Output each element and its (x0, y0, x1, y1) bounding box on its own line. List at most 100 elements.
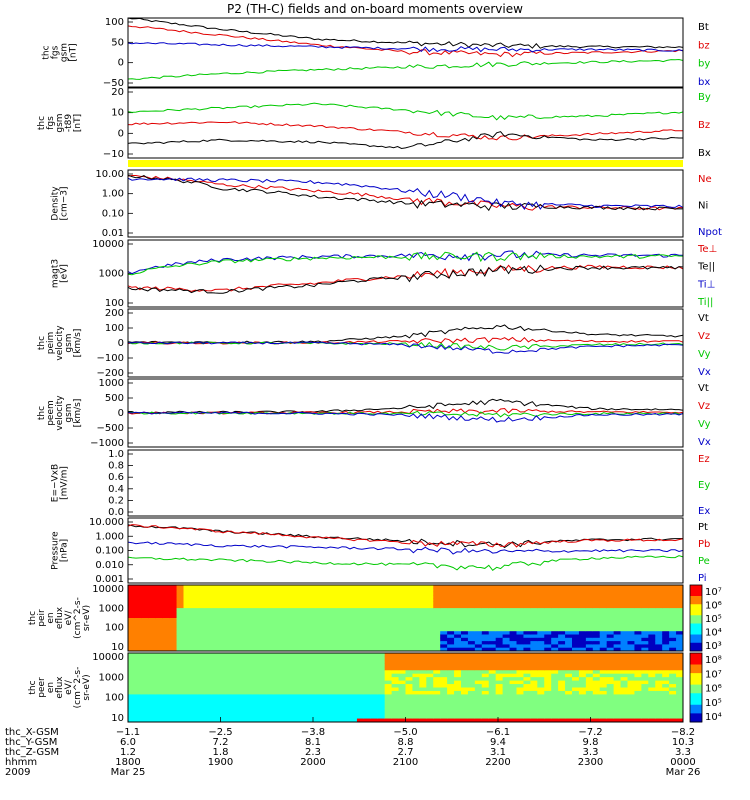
heatmap-cell (502, 718, 511, 723)
heatmap-cell (537, 687, 545, 692)
heatmap-cell (391, 604, 400, 609)
heatmap-cell (363, 701, 372, 706)
heatmap-cell (239, 618, 247, 622)
heatmap-cell (440, 663, 448, 668)
heatmap-cell (287, 694, 295, 699)
series-line (127, 174, 684, 212)
heatmap-cell (488, 670, 497, 675)
heatmap-cell (655, 641, 663, 645)
heatmap-cell (391, 670, 400, 675)
heatmap-cell (578, 708, 587, 713)
heatmap-cell (391, 598, 400, 602)
heatmap-cell (669, 666, 677, 671)
heatmap-cell (204, 708, 212, 713)
heatmap-cell (606, 704, 615, 709)
heatmap-cell (370, 677, 379, 682)
heatmap-cell (176, 627, 184, 632)
heatmap-cell (128, 666, 136, 671)
heatmap-cell (620, 708, 628, 713)
ytick-label: 20 (111, 87, 124, 98)
heatmap-cell (384, 711, 393, 716)
heatmap-cell (128, 677, 136, 682)
heatmap-cell (315, 608, 323, 612)
heatmap-cell (266, 697, 275, 702)
heatmap-cell (447, 656, 455, 661)
colorbar-segment (690, 687, 702, 691)
heatmap-cell (467, 591, 476, 596)
heatmap-cell (405, 614, 413, 619)
colorbar-segment (690, 587, 702, 591)
heatmap-cell (197, 653, 205, 657)
heatmap-cell (266, 673, 275, 678)
heatmap-cell (343, 711, 351, 716)
heatmap-cell (620, 690, 628, 695)
heatmap-cell (627, 663, 635, 668)
heatmap-cell (481, 611, 490, 616)
heatmap-cell (419, 598, 427, 602)
heatmap-cell (384, 611, 393, 616)
ytick-label: 0.6 (108, 472, 124, 483)
heatmap-cell (183, 697, 191, 702)
heatmap-cell (391, 611, 400, 616)
heatmap-cell (350, 701, 358, 706)
heatmap-cell (551, 708, 559, 713)
heatmap-cell (134, 697, 143, 702)
heatmap-cell (287, 666, 295, 671)
heatmap-cell (315, 621, 323, 626)
heatmap-cell (495, 659, 504, 664)
heatmap-cell (169, 637, 178, 642)
heatmap-cell (315, 659, 323, 664)
heatmap-cell (440, 694, 448, 699)
heatmap-cell (599, 591, 608, 596)
heatmap-cell (315, 601, 323, 606)
heatmap-cell (669, 631, 677, 635)
heatmap-cell (585, 704, 594, 709)
heatmap-cell (454, 684, 462, 688)
heatmap-cell (370, 585, 379, 589)
heatmap-cell (447, 641, 455, 645)
heatmap-cell (252, 585, 261, 589)
heatmap-cell (141, 641, 150, 645)
heatmap-cell (655, 647, 663, 652)
heatmap-cell (461, 611, 469, 616)
heatmap-cell (641, 684, 649, 688)
heatmap-cell (294, 656, 302, 661)
series-line (127, 121, 684, 141)
heatmap-cell (474, 653, 483, 657)
heatmap-cell (419, 588, 427, 593)
heatmap-cell (183, 677, 191, 682)
heatmap-cell (461, 644, 469, 649)
heatmap-cell (655, 634, 663, 639)
heatmap-cell (516, 601, 524, 606)
heatmap-cell (301, 594, 309, 599)
heatmap-cell (128, 684, 136, 688)
heatmap-cell (530, 673, 538, 678)
heatmap-cell (620, 598, 628, 602)
heatmap-cell (544, 631, 552, 635)
heatmap-cell (273, 718, 282, 723)
heatmap-cell (578, 684, 587, 688)
heatmap-cell (585, 644, 594, 649)
heatmap-cell (454, 656, 462, 661)
heatmap-cell (551, 601, 559, 606)
heatmap-cell (252, 708, 261, 713)
heatmap-cell (252, 614, 261, 619)
heatmap-cell (676, 611, 684, 616)
heatmap-cell (287, 708, 295, 713)
heatmap-cell (176, 634, 184, 639)
heatmap-cell (662, 598, 670, 602)
heatmap-cell (551, 647, 559, 652)
heatmap-cell (384, 653, 393, 657)
heatmap-cell (128, 618, 136, 622)
heatmap-cell (266, 585, 275, 589)
heatmap-cell (197, 641, 205, 645)
heatmap-cell (155, 624, 164, 629)
heatmap-cell (155, 604, 164, 609)
heatmap-cell (308, 690, 316, 695)
heatmap-cell (662, 670, 670, 675)
heatmap-cell (426, 690, 434, 695)
colorbar-segment (690, 664, 702, 668)
heatmap-cell (169, 631, 178, 635)
heatmap-cell (128, 601, 136, 606)
heatmap-cell (447, 701, 455, 706)
